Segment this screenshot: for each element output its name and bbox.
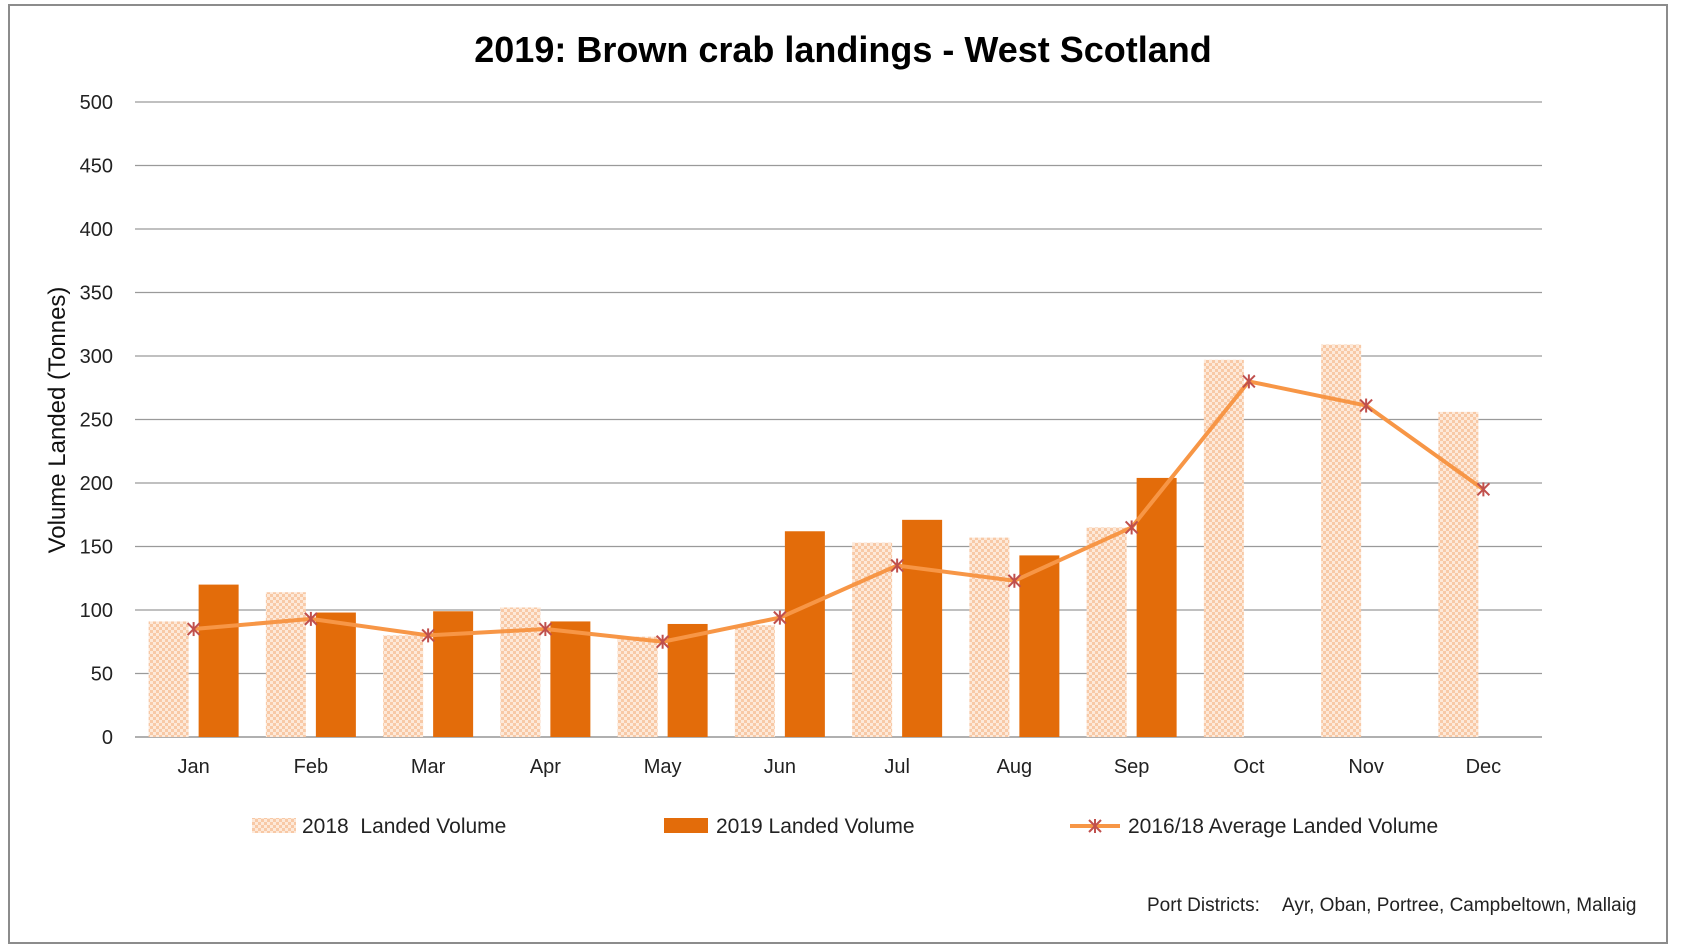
bar-2019-mar bbox=[433, 611, 474, 737]
y-tick-label: 50 bbox=[91, 664, 113, 686]
x-tick-label: Jul bbox=[884, 756, 910, 778]
average-line bbox=[186, 374, 1491, 649]
x-axis-ticks: Jan Feb Mar Apr May Jun Jul Aug Sep Oct Nov Dec bbox=[178, 756, 1502, 778]
x-tick-label: Jan bbox=[178, 756, 210, 778]
bar-2018-feb bbox=[265, 592, 306, 737]
y-tick-label: 500 bbox=[80, 92, 113, 114]
bar-2018-sep bbox=[1086, 527, 1127, 737]
footnote-label: Port Districts: bbox=[1147, 895, 1260, 916]
bar-2018-oct bbox=[1203, 359, 1244, 737]
bars bbox=[148, 344, 1479, 737]
y-tick-label: 150 bbox=[80, 537, 113, 559]
y-tick-label: 400 bbox=[80, 219, 113, 241]
x-tick-label: Jun bbox=[764, 756, 796, 778]
bar-2019-jan bbox=[198, 584, 239, 737]
bar-2018-dec bbox=[1438, 411, 1479, 737]
x-tick-label: Feb bbox=[294, 756, 328, 778]
y-axis-ticks: 0 50 100 150 200 250 300 350 400 450 500 bbox=[80, 92, 113, 749]
legend-label-2018: 2018 Landed Volume bbox=[302, 815, 506, 838]
footnote-port-districts: Ayr, Oban, Portree, Campbeltown, Mallaig bbox=[1282, 895, 1637, 916]
y-tick-label: 250 bbox=[80, 410, 113, 432]
x-tick-label: May bbox=[644, 756, 682, 778]
average-line-path bbox=[193, 379, 1485, 644]
bar-2018-jun bbox=[734, 625, 775, 737]
x-tick-label: Oct bbox=[1233, 756, 1265, 778]
y-tick-label: 100 bbox=[80, 600, 113, 622]
bar-2018-aug bbox=[969, 537, 1010, 737]
legend-marker-average bbox=[1088, 819, 1102, 833]
bar-2018-mar bbox=[383, 635, 424, 737]
average-marker-apr bbox=[538, 622, 553, 637]
bar-2019-jul bbox=[902, 519, 943, 737]
bar-2018-apr bbox=[500, 607, 541, 737]
chart-title: 2019: Brown crab landings - West Scotlan… bbox=[474, 29, 1212, 70]
y-tick-label: 0 bbox=[102, 727, 113, 749]
bar-2018-jan bbox=[148, 621, 189, 737]
bar-2019-sep bbox=[1136, 477, 1177, 737]
legend-label-2019: 2019 Landed Volume bbox=[716, 815, 915, 838]
y-tick-label: 300 bbox=[80, 346, 113, 368]
y-axis-label: Volume Landed (Tonnes) bbox=[44, 287, 71, 554]
y-tick-label: 200 bbox=[80, 473, 113, 495]
chart-frame bbox=[8, 4, 1668, 944]
x-tick-label: Dec bbox=[1466, 756, 1502, 778]
average-marker-mar bbox=[421, 628, 435, 643]
legend-swatch-2019 bbox=[664, 818, 708, 833]
bar-2019-jun bbox=[784, 531, 825, 737]
bar-2018-nov bbox=[1321, 344, 1362, 737]
bar-2018-may bbox=[617, 636, 658, 737]
average-marker-nov bbox=[1359, 398, 1373, 413]
legend: 2018 Landed Volume 2019 Landed Volume 20… bbox=[252, 815, 1438, 838]
legend-label-average: 2016/18 Average Landed Volume bbox=[1128, 815, 1438, 838]
bar-2019-may bbox=[667, 623, 708, 737]
x-tick-label: Mar bbox=[411, 756, 446, 778]
x-tick-label: Aug bbox=[997, 756, 1033, 778]
average-marker-jun bbox=[773, 610, 787, 625]
average-marker-jan bbox=[186, 622, 201, 637]
y-tick-label: 350 bbox=[80, 283, 113, 305]
average-marker-aug bbox=[1007, 573, 1022, 588]
average-marker-jul bbox=[890, 558, 904, 573]
x-tick-label: Apr bbox=[530, 756, 561, 778]
bar-2019-aug bbox=[1019, 555, 1060, 737]
average-marker-feb bbox=[304, 611, 318, 626]
average-marker-sep bbox=[1124, 520, 1139, 535]
legend-swatch-2018 bbox=[252, 818, 296, 833]
legend-star-icon bbox=[1088, 819, 1102, 833]
average-marker-dec bbox=[1476, 482, 1491, 497]
average-marker-may bbox=[655, 634, 670, 649]
gridlines bbox=[135, 101, 1542, 738]
x-tick-label: Nov bbox=[1348, 756, 1384, 778]
bar-2019-feb bbox=[315, 612, 356, 737]
bar-2019-apr bbox=[550, 621, 591, 737]
x-tick-label: Sep bbox=[1114, 756, 1150, 778]
average-marker-oct bbox=[1242, 374, 1256, 389]
y-tick-label: 450 bbox=[80, 156, 113, 178]
